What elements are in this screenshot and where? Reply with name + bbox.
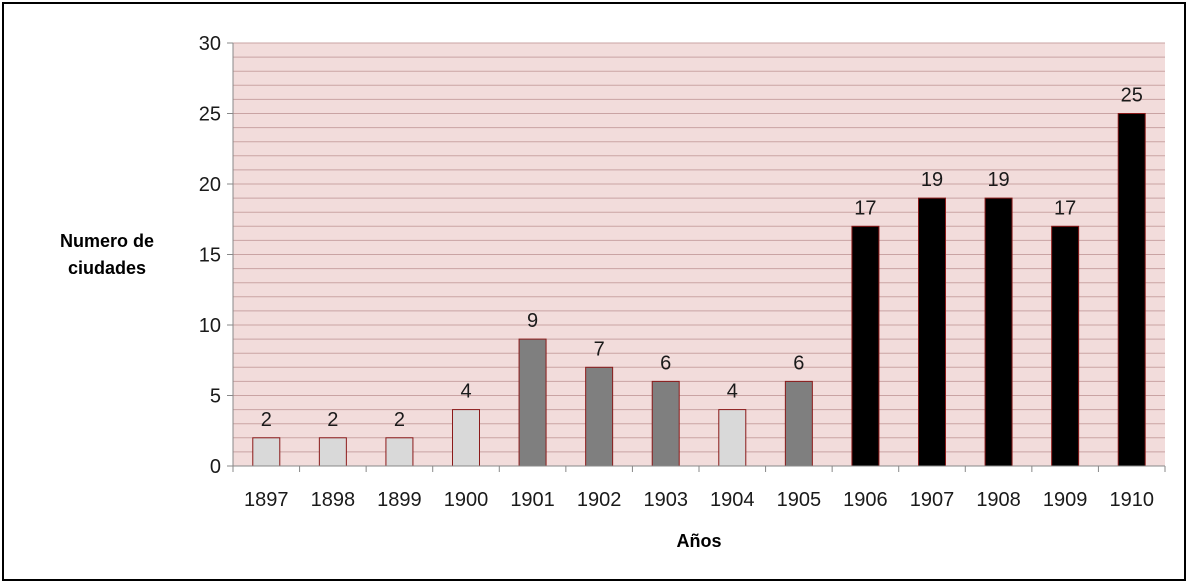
x-tick-label: 1899 (377, 489, 422, 511)
bar-1900 (452, 409, 480, 467)
x-tick-label: 1901 (510, 489, 555, 511)
bar-1909 (1051, 225, 1080, 467)
data-label-1897: 2 (261, 409, 272, 431)
y-tick-labels: 0 5 10 15 20 25 30 (199, 33, 221, 478)
y-tick-label: 5 (210, 386, 221, 408)
x-tick-label: 1907 (910, 489, 955, 511)
x-tick-label: 1897 (244, 489, 289, 511)
bar-1899 (385, 437, 414, 467)
x-tick-labels: 1897 1898 1899 1900 1901 1902 1903 1904 1905 1906… (244, 489, 1154, 511)
bar-1902 (585, 366, 614, 467)
x-tick-label: 1909 (1043, 489, 1088, 511)
bars (252, 113, 1146, 467)
bar-1907 (918, 197, 946, 467)
data-label-1900: 4 (460, 381, 471, 403)
data-label-1899: 2 (394, 409, 405, 431)
x-tick-label: 1910 (1109, 489, 1154, 511)
x-tick-label: 1905 (777, 489, 822, 511)
x-tick-label: 1898 (311, 489, 356, 511)
axes (227, 42, 1166, 472)
bar-1904 (718, 409, 747, 467)
y-tick-label: 25 (199, 104, 221, 126)
data-label-1908: 19 (987, 169, 1009, 191)
y-tick-label: 10 (199, 315, 221, 337)
data-label-1898: 2 (327, 409, 338, 431)
bar-1897 (252, 437, 281, 467)
bar-1903 (651, 380, 680, 467)
y-tick-label: 30 (199, 33, 221, 55)
x-tick-label: 1904 (710, 489, 755, 511)
data-label-1901: 9 (527, 310, 538, 332)
x-tick-label: 1903 (643, 489, 688, 511)
y-tick-label: 20 (199, 174, 221, 196)
bar-1905 (784, 380, 813, 467)
y-tick-label: 15 (199, 245, 221, 267)
bar-1908 (984, 197, 1013, 467)
bar-1910 (1117, 113, 1146, 467)
data-label-1905: 6 (793, 352, 804, 374)
x-tick-label: 1900 (444, 489, 489, 511)
data-labels: 2 2 2 4 9 7 6 4 6 17 19 19 17 25 (261, 85, 1143, 431)
y-axis-title-line-1: Numero de (60, 231, 154, 251)
data-label-1904: 4 (727, 381, 738, 403)
y-tick-label: 0 (210, 456, 221, 478)
data-label-1909: 17 (1054, 197, 1076, 219)
data-label-1910: 25 (1121, 85, 1143, 107)
bar-1901 (518, 338, 547, 467)
y-axis-title-line-2: ciudades (68, 258, 146, 278)
data-label-1906: 17 (854, 197, 876, 219)
data-label-1907: 19 (921, 169, 943, 191)
x-tick-label: 1908 (976, 489, 1021, 511)
data-label-1903: 6 (660, 352, 671, 374)
x-tick-label: 1906 (843, 489, 888, 511)
data-label-1902: 7 (594, 338, 605, 360)
x-axis-title: Años (677, 531, 722, 551)
bar-1906 (851, 225, 880, 467)
bar-1898 (318, 437, 347, 467)
x-tick-label: 1902 (577, 489, 622, 511)
